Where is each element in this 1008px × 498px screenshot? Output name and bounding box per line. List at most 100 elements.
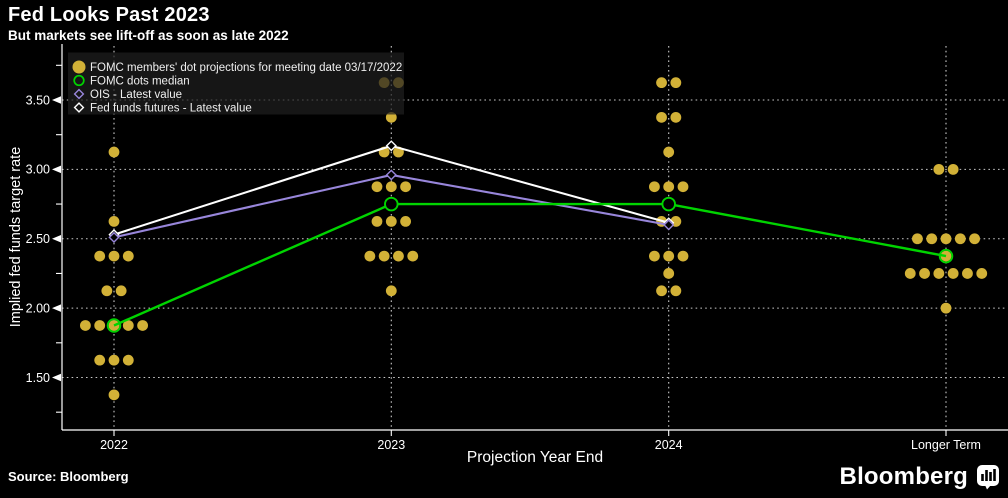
fomc-dot — [670, 111, 682, 123]
series-line — [113, 202, 947, 327]
y-tick-label: 2.50 — [26, 232, 50, 246]
legend-label: Fed funds futures - Latest value — [90, 103, 252, 115]
icon-bar — [993, 469, 996, 481]
legend-label: FOMC members' dot projections for meetin… — [90, 62, 402, 74]
fomc-dot — [108, 250, 120, 262]
legend-open-diamond-marker — [73, 88, 85, 100]
bloomberg-wordmark: Bloomberg — [839, 463, 968, 490]
y-major-tick-arrow — [52, 373, 61, 382]
y-tick-label: 3.50 — [26, 93, 50, 107]
x-tick-label: Longer Term — [911, 438, 981, 452]
fomc-dot — [933, 268, 945, 279]
legend-background — [68, 52, 404, 115]
fomc-dot — [122, 250, 134, 262]
fomc-dot — [969, 233, 980, 245]
x-tick-label: 2023 — [377, 438, 405, 452]
fomc-dot — [364, 250, 376, 262]
series-diamond-marker — [385, 140, 397, 152]
fomc-dot — [947, 163, 959, 175]
median-circle-marker — [938, 248, 954, 264]
icon-bar — [981, 474, 984, 481]
fomc-dot — [101, 285, 113, 297]
median-circle-marker — [384, 196, 399, 212]
legend-filled-circle-marker — [72, 60, 86, 74]
fomc-dot — [94, 250, 106, 262]
legend-item-2: OIS - Latest value — [73, 88, 182, 101]
y-major-tick-arrow — [52, 234, 61, 243]
page-subtitle: But markets see lift-off as soon as late… — [8, 28, 289, 43]
fomc-dot — [108, 146, 120, 158]
median-circle-marker — [106, 318, 122, 333]
fomc-dot — [385, 111, 397, 123]
fomc-dot — [385, 285, 397, 297]
fomc-dot — [912, 233, 923, 245]
fomc-dot — [137, 320, 149, 331]
legend-label: OIS - Latest value — [90, 89, 182, 101]
fomc-dot — [670, 77, 682, 89]
fomc-dot — [947, 268, 959, 279]
y-tick-label: 3.00 — [26, 163, 50, 177]
y-major-tick-arrow — [52, 304, 61, 312]
series-diamond-marker — [663, 219, 675, 231]
fomc-dot — [940, 233, 952, 245]
y-axis: 3.50 3.00 2.50 2.00 1.50 Implied fed funds ta… — [8, 64, 62, 413]
fomc-dot — [663, 268, 675, 279]
legend-open-diamond-marker — [73, 102, 85, 113]
y-major-tick-arrow — [52, 96, 61, 104]
y-tick-label: 2.00 — [26, 301, 50, 315]
fomc-dot — [677, 250, 689, 262]
icon-bar — [989, 472, 992, 481]
median-circle-marker — [661, 196, 676, 212]
fomc-dot — [663, 146, 675, 158]
series-fomc-dots-median — [106, 196, 954, 333]
fomc-dot — [670, 285, 682, 297]
series-diamond-marker — [108, 231, 120, 243]
fomc-dot — [656, 285, 667, 297]
fomc-dot — [904, 268, 916, 279]
fomc-dot — [649, 250, 660, 262]
fomc-dot — [385, 181, 397, 193]
fomc-dot — [677, 181, 689, 193]
fomc-dot — [371, 216, 383, 227]
legend-item-1: FOMC dots median — [73, 74, 190, 88]
fomc-dot — [385, 216, 397, 227]
fomc-dot — [80, 320, 91, 331]
y-tick-label: 1.50 — [26, 371, 50, 385]
fomc-dot — [393, 250, 404, 262]
fomc-dot — [663, 250, 675, 262]
legend-item-0: FOMC members' dot projections for meetin… — [72, 60, 402, 74]
fomc-dot — [976, 268, 988, 279]
fomc-dot — [954, 233, 966, 245]
fomc-dot — [400, 181, 411, 193]
x-tick-label: 2024 — [655, 438, 683, 452]
series-diamond-marker — [385, 169, 397, 181]
icon-bubble-tail — [985, 485, 991, 490]
source-label: Source: Bloomberg — [8, 469, 129, 484]
dot-column-2022 — [80, 146, 149, 401]
fomc-dot — [94, 354, 106, 366]
fomc-dot — [649, 181, 660, 193]
fomc-dot — [407, 250, 419, 262]
dot-column-longer-term — [904, 163, 988, 314]
fomc-dot — [108, 389, 120, 401]
fomc-dot — [371, 181, 383, 193]
fomc-dot — [94, 320, 106, 331]
axes — [61, 44, 1008, 431]
icon-bar — [985, 470, 988, 481]
fomc-dot — [663, 181, 675, 193]
fomc-dot — [378, 250, 390, 262]
bloomberg-terminal-icon — [977, 465, 999, 490]
fomc-dot — [926, 233, 938, 245]
bloomberg-logo: Bloomberg — [840, 463, 1000, 491]
fomc-dot — [115, 285, 127, 297]
x-axis-title: Projection Year End — [467, 449, 603, 466]
y-major-tick-arrow — [52, 165, 61, 174]
fomc-dot — [108, 354, 120, 366]
fomc-dot — [656, 77, 667, 89]
fomc-dot — [400, 216, 411, 227]
fomc-dot — [122, 354, 134, 366]
fomc-dots — [80, 77, 988, 401]
legend-item-3: Fed funds futures - Latest value — [73, 102, 252, 115]
